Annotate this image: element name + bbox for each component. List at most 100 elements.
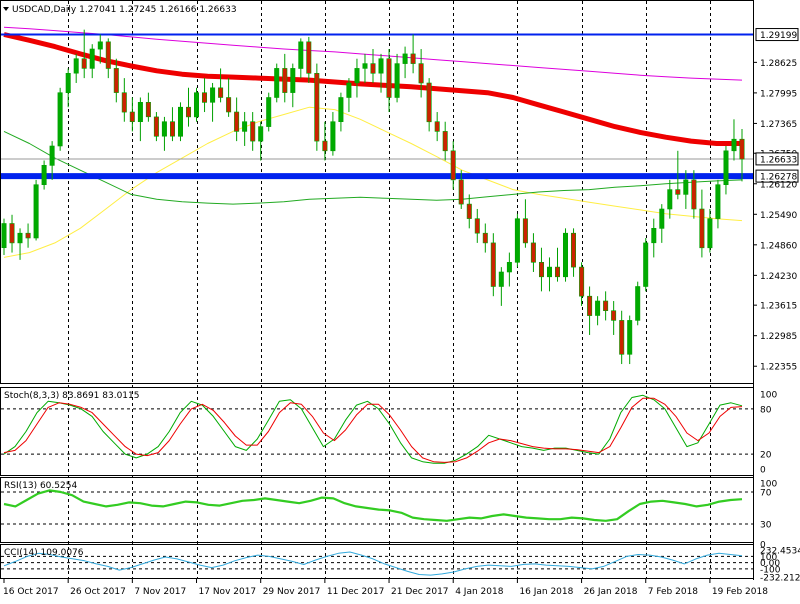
- cci-title: CCI(14) 109.0076: [4, 548, 84, 558]
- horizontal-levels[interactable]: [1, 33, 753, 180]
- bearish-candle: [474, 218, 480, 234]
- bearish-candle: [603, 300, 609, 311]
- bearish-candle: [170, 121, 176, 137]
- bearish-candle: [186, 106, 192, 118]
- bullish-candle: [242, 121, 248, 132]
- bearish-candle: [25, 232, 31, 239]
- bullish-candle: [49, 145, 55, 166]
- bullish-candle: [210, 87, 216, 103]
- cci-levels: [1, 555, 753, 570]
- indicator-tick-label: 70: [760, 489, 772, 499]
- bullish-candle: [97, 41, 103, 50]
- moving-average-line: [3, 130, 743, 205]
- bullish-candle: [137, 102, 143, 123]
- price-tick-label: 1.23615: [760, 302, 797, 312]
- bullish-candle: [57, 92, 63, 147]
- stochastic-pane[interactable]: 100 80 20 0 Stoch(8,3,3) 83.8691 83.0115: [1, 390, 777, 476]
- bearish-candle: [410, 53, 416, 64]
- moving-average-line: [3, 32, 742, 146]
- collapse-arrow-icon[interactable]: [3, 7, 9, 11]
- price-pane[interactable]: 1.291991.286251.279951.273651.267501.266…: [1, 0, 799, 580]
- bearish-candle: [9, 223, 15, 244]
- bearish-candle: [458, 179, 464, 205]
- bearish-candle: [579, 266, 585, 297]
- indicator-series-line: [3, 397, 743, 463]
- bullish-candle: [266, 97, 272, 127]
- price-pane-frame: [0, 0, 754, 384]
- bullish-candle: [562, 232, 568, 278]
- bearish-candle: [538, 261, 544, 278]
- price-tick-label: 1.27365: [760, 120, 797, 130]
- indicator-tick-label: 0.00: [760, 559, 780, 569]
- symbol-header: USDCAD,Daily 1.27041 1.27245 1.26166 1.2…: [3, 5, 237, 15]
- time-tick-label: 16 Oct 2017: [3, 587, 59, 597]
- bullish-candle: [723, 150, 729, 186]
- bullish-candle: [402, 53, 408, 64]
- bullish-candle: [41, 165, 47, 186]
- bearish-candle: [699, 208, 705, 249]
- bearish-candle: [418, 63, 424, 84]
- bullish-candle: [362, 63, 368, 69]
- bullish-candle: [715, 184, 721, 219]
- bearish-candle: [121, 92, 127, 113]
- bullish-candle: [1, 223, 7, 249]
- price-tick-label: 1.25490: [760, 211, 797, 221]
- bullish-candle: [258, 126, 264, 142]
- time-tick-label: 16 Jan 2018: [519, 587, 573, 597]
- badge-box: [755, 169, 799, 183]
- bearish-candle: [434, 121, 440, 132]
- indicator-tick-label: 30: [760, 521, 772, 531]
- level-price-badge: 1.29199: [755, 28, 799, 42]
- bullish-candle: [498, 271, 504, 287]
- bearish-candle: [482, 232, 488, 244]
- bullish-candle: [178, 106, 184, 137]
- bearish-candle: [202, 92, 208, 103]
- bearish-candle: [218, 87, 224, 98]
- time-axis: 16 Oct 2017 26 Oct 2017 7 Nov 2017 17 Nov 2…: [3, 579, 768, 597]
- bearish-candle: [81, 58, 87, 69]
- bullish-candle: [73, 58, 79, 74]
- level-price-label: 1.29199: [760, 31, 797, 41]
- bullish-candle: [17, 232, 23, 244]
- bearish-candle: [113, 68, 119, 93]
- indicator-tick-label: -232.2128: [760, 574, 800, 584]
- candlesticks: [1, 29, 745, 365]
- price-tick-label: 1.26120: [760, 180, 797, 190]
- indicator-tick-label: -100: [760, 565, 781, 575]
- price-tick-label: 1.22985: [760, 332, 797, 342]
- indicator-tick-label: 80: [760, 405, 772, 415]
- bullish-candle: [33, 184, 39, 239]
- rsi-line: [3, 489, 743, 522]
- indicator-tick-label: 100: [760, 480, 777, 490]
- cci-pane-frame: [0, 544, 754, 579]
- indicator-series-line: [3, 489, 743, 522]
- indicator-tick-label: 20: [760, 451, 772, 461]
- bullish-candle: [194, 92, 200, 118]
- bullish-candle: [394, 63, 400, 98]
- indicator-tick-label: 100: [760, 553, 777, 563]
- time-tick-label: 7 Feb 2018: [648, 587, 699, 597]
- badge-box: [755, 28, 799, 42]
- bearish-candle: [530, 242, 536, 263]
- indicator-tick-label: 0: [760, 466, 766, 476]
- bearish-candle: [250, 121, 256, 142]
- time-tick-label: 4 Jan 2018: [455, 587, 503, 597]
- bullish-candle: [506, 261, 512, 273]
- stochastic-axis: 100 80 20 0: [760, 390, 777, 475]
- indicator-tick-label: 100: [760, 390, 777, 400]
- bearish-candle: [426, 82, 432, 123]
- bearish-candle: [554, 266, 560, 278]
- bearish-candle: [691, 179, 697, 210]
- bullish-candle: [330, 121, 336, 152]
- time-tick-label: 19 Feb 2018: [712, 587, 768, 597]
- bullish-candle: [651, 228, 657, 244]
- symbol-info: USDCAD,Daily 1.27041 1.27245 1.26166 1.2…: [12, 5, 237, 15]
- stochastic-levels: [1, 408, 753, 455]
- bearish-candle: [282, 68, 288, 93]
- price-tick-label: 1.24230: [760, 272, 797, 282]
